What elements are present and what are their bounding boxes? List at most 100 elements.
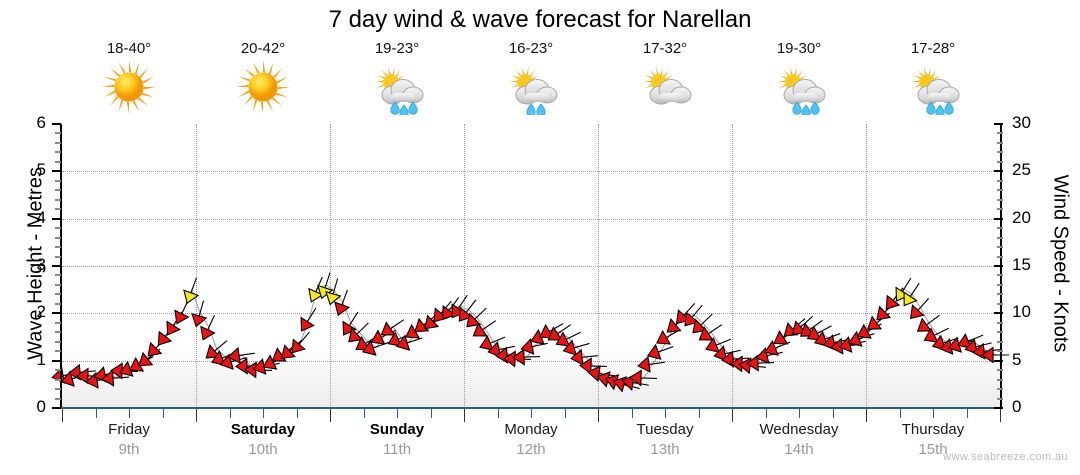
- gridline-vertical: [866, 124, 867, 408]
- y-axis-minor-tick: [55, 321, 61, 324]
- x-axis-tick: [497, 409, 499, 418]
- gridline-horizontal: [62, 360, 1000, 362]
- day-header-sunday: 19-23°: [330, 40, 464, 124]
- y2-axis-minor-tick: [997, 321, 1003, 324]
- x-axis-tick: [732, 409, 733, 422]
- day-label-tuesday: Tuesday 13th: [598, 420, 732, 475]
- day-date: 11th: [382, 441, 412, 458]
- gridline-vertical: [196, 124, 197, 408]
- x-axis-tick: [765, 409, 767, 418]
- day-label-wednesday: Wednesday 14th: [732, 420, 866, 475]
- sun-rain-icon: [369, 59, 425, 118]
- y-axis-minor-tick: [55, 388, 61, 391]
- y2-axis-tick: [994, 217, 1003, 220]
- x-axis-line: [60, 407, 1002, 409]
- y2-axis-minor-tick: [997, 151, 1003, 154]
- y2-axis-minor-tick: [997, 293, 1003, 296]
- day-date: 12th: [516, 441, 546, 458]
- y-axis-minor-tick: [55, 293, 61, 296]
- y2-axis-minor-tick: [997, 397, 1003, 400]
- day-date: 15th: [918, 441, 948, 458]
- watermark: www.seabreeze.com.au: [943, 451, 1068, 463]
- y2-axis-tick-label: 20: [1012, 207, 1031, 227]
- y2-axis-minor-tick: [997, 340, 1003, 343]
- y-axis-tick: [52, 312, 61, 315]
- x-axis-tick: [866, 409, 867, 422]
- day-label-sunday: Sunday 11th: [330, 420, 464, 475]
- day-header-wednesday: 19-30°: [732, 40, 866, 124]
- y-axis-tick: [52, 265, 61, 267]
- y-axis-tick-label: 1: [36, 349, 46, 369]
- day-header-strip: 18-40° 20-42° 19-23° 16-23°: [62, 40, 1000, 124]
- sun-rain-light-icon: [503, 59, 559, 117]
- x-axis-tick: [95, 409, 97, 418]
- gridline-vertical: [464, 124, 465, 408]
- y-axis-tick: [52, 407, 61, 409]
- sun-rain-icon: [905, 59, 961, 118]
- day-temperature-range: 17-32°: [642, 40, 688, 57]
- day-header-saturday: 20-42°: [196, 40, 330, 124]
- y2-axis-minor-tick: [997, 160, 1003, 163]
- x-axis-tick: [531, 409, 532, 418]
- y2-axis-tick-label: 15: [1012, 255, 1031, 274]
- day-name: Saturday: [230, 421, 296, 438]
- y2-axis-tick-label: 30: [1012, 113, 1031, 132]
- y-axis-tick-label: 4: [36, 207, 46, 227]
- y-axis-minor-tick: [55, 340, 61, 343]
- x-axis-tick: [196, 409, 197, 422]
- day-name: Friday: [108, 421, 150, 438]
- y-axis-minor-tick: [55, 227, 61, 230]
- x-axis-tick: [832, 409, 834, 418]
- y2-axis-minor-tick: [997, 369, 1003, 372]
- day-header-monday: 16-23°: [464, 40, 598, 124]
- y-axis-tick-label: 2: [36, 302, 46, 322]
- y-axis-minor-tick: [55, 151, 61, 154]
- y2-axis-minor-tick: [997, 208, 1003, 211]
- day-name: Thursday: [901, 421, 965, 438]
- x-axis-tick: [631, 409, 633, 418]
- sunny-icon: [101, 59, 157, 115]
- y2-axis-tick-label: 25: [1012, 160, 1031, 180]
- y-axis-minor-tick: [55, 198, 61, 201]
- x-axis-tick: [162, 409, 164, 418]
- y-axis-minor-tick: [55, 160, 61, 163]
- x-axis-tick: [62, 409, 63, 422]
- y2-axis-minor-tick: [997, 141, 1003, 144]
- y-axis-minor-tick: [55, 378, 61, 381]
- x-axis-tick: [564, 409, 566, 418]
- y-axis-minor-tick: [55, 302, 61, 305]
- x-axis-tick: [698, 409, 700, 418]
- day-temperature-range: 18-40°: [106, 40, 152, 57]
- x-axis-tick: [464, 409, 465, 422]
- y2-axis-tick: [994, 359, 1003, 362]
- x-axis-tick: [966, 409, 968, 418]
- day-header-thursday: 17-28°: [866, 40, 1000, 124]
- y2-axis-minor-tick: [997, 283, 1003, 286]
- y-axis-minor-tick: [55, 208, 61, 211]
- sun-rain-icon: [771, 59, 827, 118]
- y2-axis-minor-tick: [997, 274, 1003, 277]
- y2-axis-tick-label: 10: [1012, 302, 1031, 322]
- y-axis-minor-tick: [55, 189, 61, 192]
- y-axis-tick-label: 3: [36, 255, 46, 274]
- y-axis-minor-tick: [55, 236, 61, 239]
- y-axis-tick: [52, 170, 61, 173]
- day-temperature-range: 19-30°: [776, 40, 822, 57]
- gridline-vertical: [330, 124, 331, 408]
- x-axis-tick: [899, 409, 901, 418]
- y-axis-minor-tick: [55, 141, 61, 144]
- sun-cloud-icon: [637, 59, 693, 115]
- x-axis-tick: [1000, 409, 1001, 422]
- day-label-strip: Friday 9th Saturday 10th Sunday 11th Monday 12t…: [62, 420, 1000, 475]
- day-label-saturday: Saturday 10th: [196, 420, 330, 475]
- y-axis-minor-tick: [55, 246, 61, 249]
- y-axis-minor-tick: [55, 274, 61, 277]
- day-label-monday: Monday 12th: [464, 420, 598, 475]
- y2-axis-tick: [994, 123, 1003, 125]
- y-axis-tick: [52, 217, 61, 220]
- y-axis-tick: [52, 123, 61, 125]
- y2-axis-minor-tick: [997, 302, 1003, 305]
- y2-axis-minor-tick: [997, 198, 1003, 201]
- x-axis-tick: [363, 409, 365, 418]
- y-axis-minor-tick: [55, 369, 61, 372]
